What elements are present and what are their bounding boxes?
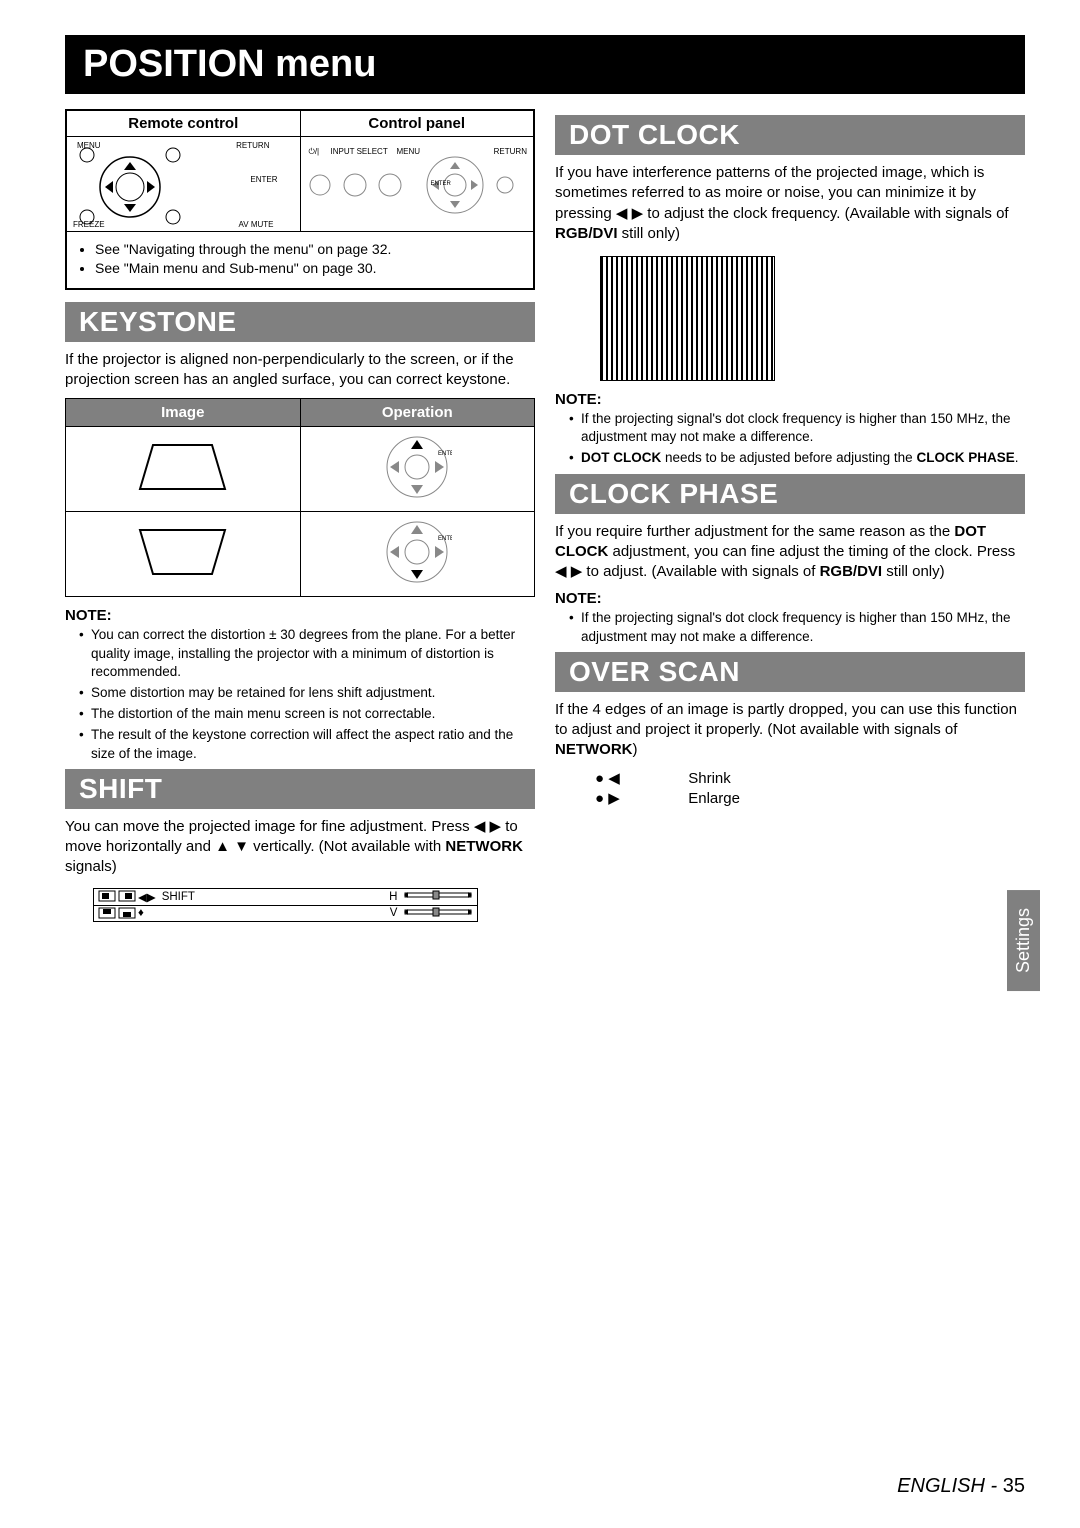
return-label: RETURN [236, 141, 269, 150]
dotclock-note-1: If the projecting signal's dot clock fre… [581, 410, 1025, 446]
side-tab-settings: Settings [1007, 890, 1040, 991]
keystone-note-3: The distortion of the main menu screen i… [91, 705, 535, 723]
control-note-2: See "Main menu and Sub-menu" on page 30. [95, 259, 521, 278]
shift-body: You can move the projected image for fin… [65, 817, 535, 878]
panel-enter-label: ENTER [431, 181, 451, 187]
page-title: POSITION menu [65, 35, 1025, 94]
shift-diagram: ◀▶ SHIFT H ♦ V [93, 888, 478, 922]
control-notes: See "Navigating through the menu" on pag… [67, 232, 533, 288]
keystone-img-1 [66, 427, 301, 512]
panel-buttons-icon [305, 155, 515, 225]
shift-h: H [389, 891, 397, 903]
shift-icons-v: ♦ [98, 907, 144, 919]
dotclock-notes: If the projecting signal's dot clock fre… [555, 410, 1025, 468]
remote-control-header: Remote control [67, 111, 301, 136]
shift-slider-h [403, 890, 473, 903]
clockphase-header: CLOCK PHASE [555, 474, 1025, 514]
left-column: Remote control Control panel MENU RETURN [65, 109, 535, 922]
control-panel-diagram: ⏻/| INPUT SELECT MENU RETURN [301, 137, 534, 231]
control-diagram-box: Remote control Control panel MENU RETURN [65, 109, 535, 290]
svg-text:ENTER: ENTER [438, 451, 452, 457]
right-column: DOT CLOCK If you have interference patte… [555, 109, 1025, 922]
keystone-img-2 [66, 512, 301, 597]
keystone-body: If the projector is aligned non-perpendi… [65, 350, 535, 391]
keystone-note-1: You can correct the distortion ± 30 degr… [91, 626, 535, 681]
freeze-label: FREEZE [73, 220, 105, 229]
clockphase-note-1: If the projecting signal's dot clock fre… [581, 609, 1025, 645]
footer-lang: ENGLISH [897, 1475, 985, 1497]
dotclock-header: DOT CLOCK [555, 115, 1025, 155]
keystone-note-heading: NOTE: [65, 607, 535, 624]
remote-control-diagram: MENU RETURN [67, 137, 301, 231]
enter-label: ENTER [250, 175, 277, 184]
page-footer: ENGLISH - 35 [897, 1475, 1025, 1498]
overscan-arrows: ● ◀Shrink ● ▶Enlarge [595, 769, 1025, 807]
shift-v: V [390, 907, 398, 919]
overscan-shrink: ● ◀Shrink [595, 769, 1025, 787]
control-panel-header: Control panel [301, 111, 534, 136]
shift-header: SHIFT [65, 769, 535, 809]
dotclock-body: If you have interference patterns of the… [555, 163, 1025, 244]
shift-slider-v [403, 907, 473, 920]
avmute-label: AV MUTE [239, 220, 274, 229]
keystone-header: KEYSTONE [65, 302, 535, 342]
footer-page-number: 35 [1003, 1475, 1025, 1497]
shift-icons-h: ◀▶ [98, 890, 156, 904]
keystone-table: Image Operation ENTER ENTER [65, 398, 535, 597]
moire-pattern-image [600, 256, 775, 381]
keystone-th-image: Image [66, 399, 301, 427]
remote-dpad-icon [75, 145, 185, 225]
keystone-note-2: Some distortion may be retained for lens… [91, 684, 535, 702]
dotclock-note-heading: NOTE: [555, 391, 1025, 408]
shift-label: SHIFT [162, 891, 195, 903]
keystone-notes: You can correct the distortion ± 30 degr… [65, 626, 535, 763]
keystone-th-operation: Operation [300, 399, 535, 427]
clockphase-note-heading: NOTE: [555, 590, 1025, 607]
overscan-enlarge: ● ▶Enlarge [595, 789, 1025, 807]
keystone-op-2: ENTER [300, 512, 535, 597]
clockphase-body: If you require further adjustment for th… [555, 522, 1025, 583]
overscan-header: OVER SCAN [555, 652, 1025, 692]
svg-text:ENTER: ENTER [438, 536, 452, 542]
overscan-body: If the 4 edges of an image is partly dro… [555, 700, 1025, 761]
keystone-op-1: ENTER [300, 427, 535, 512]
keystone-note-4: The result of the keystone correction wi… [91, 726, 535, 762]
clockphase-notes: If the projecting signal's dot clock fre… [555, 609, 1025, 645]
control-note-1: See "Navigating through the menu" on pag… [95, 240, 521, 259]
dotclock-note-2: DOT CLOCK needs to be adjusted before ad… [581, 449, 1025, 467]
